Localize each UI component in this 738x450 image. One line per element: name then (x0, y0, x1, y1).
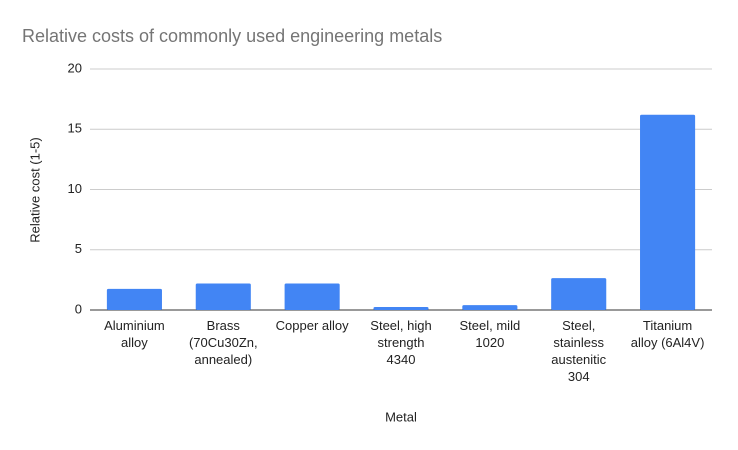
y-tick-label: 10 (68, 181, 82, 196)
y-axis-label: Relative cost (1-5) (27, 137, 42, 242)
x-tick-label: Brass (70Cu30Zn, annealed) (189, 318, 258, 367)
bar (106, 288, 162, 310)
x-axis-label: Metal (385, 409, 417, 424)
y-tick-label: 20 (68, 60, 82, 75)
bar (640, 114, 696, 310)
x-tick-label: Aluminium alloy (104, 318, 165, 350)
y-tick-label: 15 (68, 121, 82, 136)
y-tick-label: 5 (75, 241, 82, 256)
x-tick-label: Copper alloy (276, 318, 349, 333)
bar (551, 278, 607, 310)
bar (373, 306, 429, 310)
bar (284, 283, 340, 310)
x-tick-label: Steel, stainless austenitic 304 (551, 318, 606, 384)
chart-title: Relative costs of commonly used engineer… (22, 26, 442, 46)
y-tick-label: 0 (75, 301, 82, 316)
x-tick-label: Steel, mild 1020 (460, 318, 521, 350)
x-tick-label: Steel, high strength 4340 (370, 318, 431, 367)
bar (195, 283, 251, 310)
bar (462, 305, 518, 310)
x-tick-label: Titanium alloy (6Al4V) (631, 318, 705, 350)
